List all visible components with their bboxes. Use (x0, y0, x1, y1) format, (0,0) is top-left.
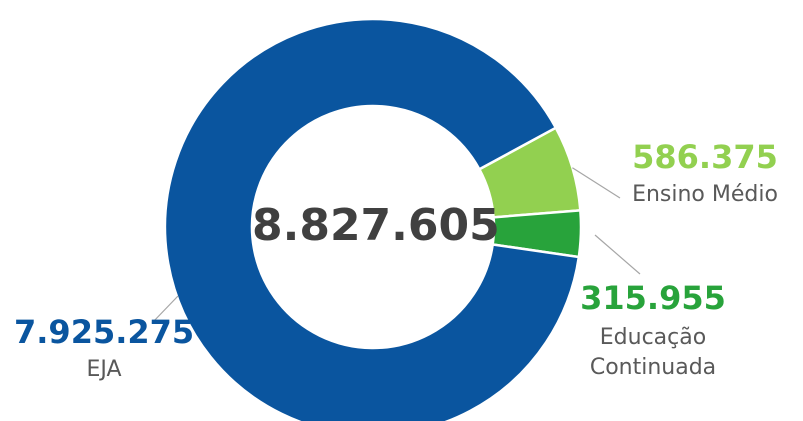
ensino-medio-category: Ensino Médio (632, 182, 778, 207)
leader-line-eja (151, 295, 179, 324)
educacao-continuada-value: 315.955 (580, 279, 726, 317)
data-label-eja: 7.925.275 EJA (14, 313, 194, 385)
data-label-educacao-continuada: 315.955 Educação Continuada (563, 279, 743, 383)
ensino-medio-value: 586.375 (632, 138, 778, 176)
educacao-continuada-category-line1: Educação (599, 325, 707, 350)
total-value: 8.827.605 (252, 200, 500, 251)
leader-line-ensino-medio (572, 167, 621, 199)
eja-value: 7.925.275 (14, 313, 195, 351)
leader-line-educacao-continuada (594, 234, 641, 275)
donut-slice-eja (163, 17, 581, 421)
eja-category: EJA (86, 357, 122, 382)
data-label-ensino-medio: 586.375 Ensino Médio (610, 138, 800, 210)
educacao-continuada-category-line2: Continuada (589, 355, 717, 380)
